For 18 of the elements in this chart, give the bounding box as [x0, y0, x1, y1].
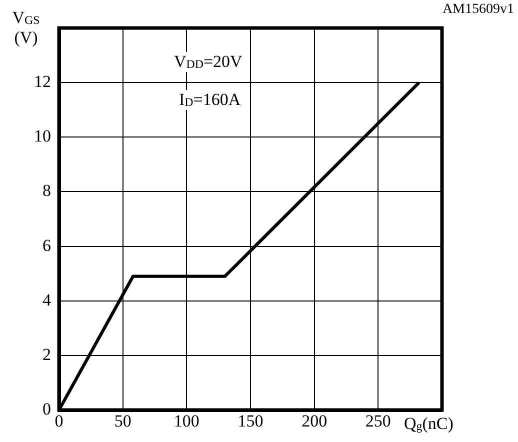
x-tick-label: 50	[114, 412, 132, 431]
y-tick-label: 2	[42, 344, 51, 364]
annotation: V$_{DD}$=20V	[170, 52, 246, 72]
y-tick-label: 6	[42, 236, 51, 255]
x-tick-label: 150	[238, 412, 264, 431]
x-tick-label: 250	[365, 412, 391, 431]
x-tick-label: 0	[54, 412, 64, 431]
x-tick-label: 200	[302, 412, 328, 431]
x-tick-label: 100	[174, 412, 200, 431]
annotation: I$_{D}$=160A	[175, 90, 245, 110]
y-tick-label: 0	[42, 399, 51, 418]
y-tick-label: 4	[42, 290, 52, 310]
y-tick-label: 10	[34, 126, 51, 146]
y-tick-label: 8	[42, 181, 51, 200]
y-tick-label: 12	[34, 72, 51, 92]
x-axis-title: Q$_{g}$(nC)	[404, 414, 454, 434]
y-axis-title: V$_{GS}$ (V)	[11, 8, 41, 49]
text: AM15609v1	[442, 2, 514, 19]
